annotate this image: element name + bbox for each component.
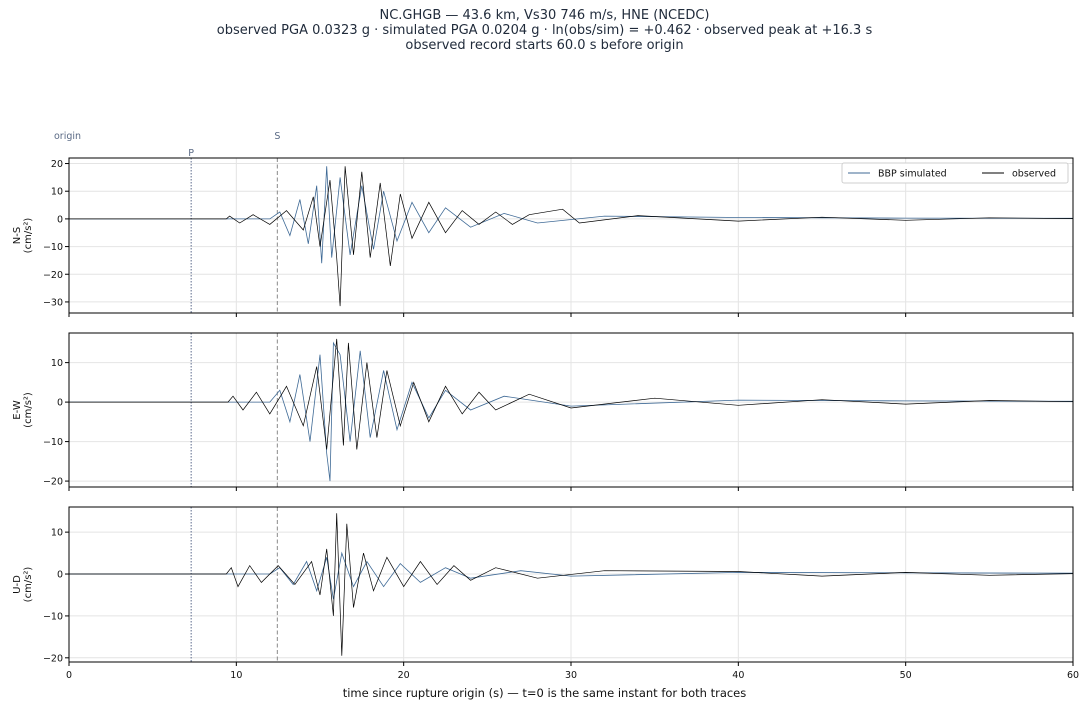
x-tick-label: 0 bbox=[66, 670, 72, 681]
panel-n-s: −30 −20 −10 0 10 20 N-S(cm/s²) BBP simulated obs… bbox=[12, 157, 1074, 317]
x-axis-label: time since rupture origin (s) — t=0 is t… bbox=[342, 686, 747, 700]
x-tick-label: 60 bbox=[1067, 670, 1079, 681]
y-tick-label: 20 bbox=[51, 159, 63, 170]
x-tick-label: 30 bbox=[565, 670, 577, 681]
title-line-1: NC.GHGB — 43.6 km, Vs30 746 m/s, HNE (NC… bbox=[379, 8, 710, 23]
y-axis-label: U-D(cm/s²) bbox=[12, 567, 34, 603]
origin-label: origin bbox=[54, 131, 81, 142]
y-axis-label: E-W(cm/s²) bbox=[12, 392, 34, 428]
y-axis-label: N-S(cm/s²) bbox=[12, 218, 34, 254]
legend-label-simulated: BBP simulated bbox=[878, 169, 947, 180]
y-tick-label: −10 bbox=[43, 611, 63, 622]
x-tick-label: 20 bbox=[398, 670, 410, 681]
legend: BBP simulated observed bbox=[841, 162, 1069, 184]
trace-observed-n-s bbox=[69, 166, 1073, 307]
trace-observed-e-w bbox=[69, 338, 1073, 450]
y-tick-label: 10 bbox=[51, 358, 63, 369]
y-tick-label: −20 bbox=[43, 477, 63, 488]
legend-box bbox=[841, 162, 1069, 184]
p-arrival-label: P bbox=[188, 148, 194, 159]
y-tick-label: −20 bbox=[43, 270, 63, 281]
legend-label-observed: observed bbox=[1012, 169, 1056, 180]
trace-simulated-e-w bbox=[69, 341, 1073, 482]
y-tick-label: −10 bbox=[43, 437, 63, 448]
x-tick-label: 40 bbox=[732, 670, 744, 681]
title-line-2: observed PGA 0.0323 g · simulated PGA 0.… bbox=[216, 23, 873, 38]
trace-simulated-u-d bbox=[69, 551, 1073, 600]
y-tick-label: 0 bbox=[57, 570, 63, 581]
x-tick-label: 10 bbox=[230, 670, 242, 681]
y-tick-label: −30 bbox=[43, 297, 63, 308]
x-tick-label: 50 bbox=[900, 670, 912, 681]
title-line-3: observed record starts 60.0 s before ori… bbox=[405, 38, 684, 53]
panel-e-w: −20 −10 0 10 E-W(cm/s²) bbox=[12, 332, 1074, 491]
s-arrival-label: S bbox=[274, 131, 280, 142]
panel-u-d: −20 −10 0 10 0 10 20 30 40 50 60 U-D(cm/s²) bbox=[12, 506, 1079, 681]
y-tick-label: 10 bbox=[51, 187, 63, 198]
y-tick-label: −20 bbox=[43, 653, 63, 664]
y-tick-label: 0 bbox=[57, 214, 63, 225]
y-tick-label: 0 bbox=[57, 398, 63, 409]
y-tick-label: −10 bbox=[43, 242, 63, 253]
y-tick-label: 10 bbox=[51, 528, 63, 539]
trace-simulated-n-s bbox=[69, 166, 1073, 264]
chart-title: NC.GHGB — 43.6 km, Vs30 746 m/s, HNE (NC… bbox=[0, 8, 1089, 53]
trace-observed-u-d bbox=[69, 513, 1073, 656]
